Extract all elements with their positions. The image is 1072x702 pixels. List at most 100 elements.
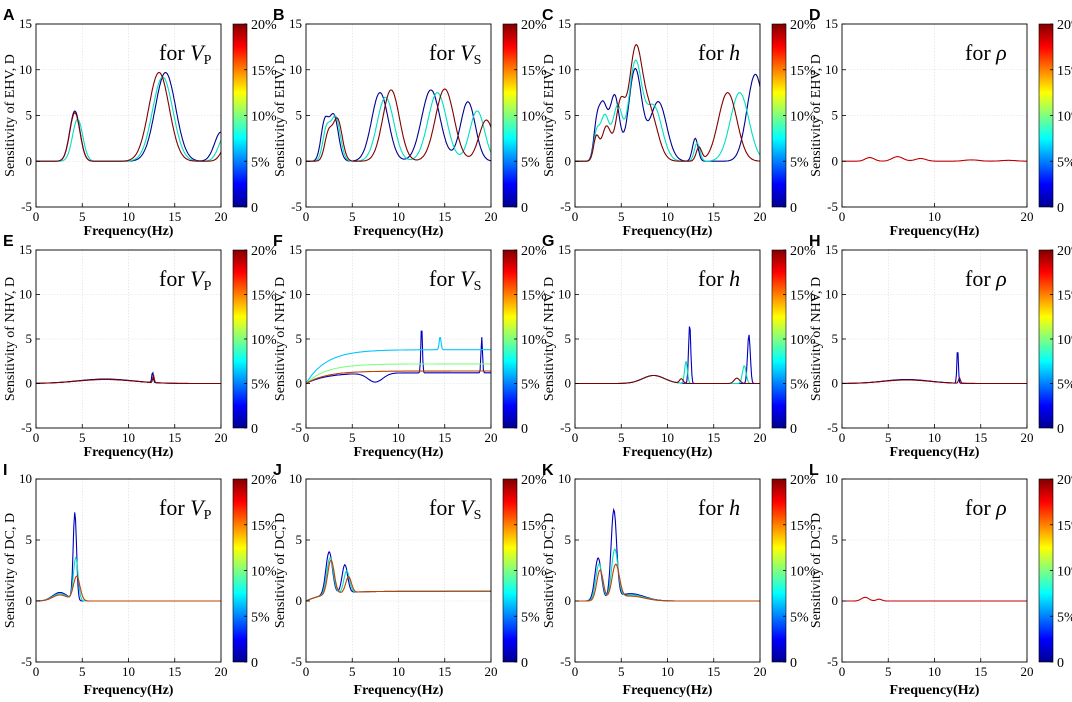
x-tick-label: 10 (661, 430, 674, 445)
y-tick-label: -5 (560, 199, 571, 214)
y-axis-label: Sensitivity of DC, D (273, 513, 288, 628)
y-tick-label: 5 (296, 532, 303, 547)
panel-annotation: for VS (429, 40, 481, 68)
y-tick-label: 10 (289, 287, 302, 302)
x-tick-label: 20 (754, 664, 767, 679)
panel-annotation: for VS (429, 495, 481, 523)
panel-annotation: for VP (159, 266, 212, 294)
series-group (842, 596, 1027, 602)
panel-annotation: for VS (429, 266, 481, 294)
x-tick-label: 0 (839, 664, 846, 679)
x-tick-label: 5 (885, 664, 892, 679)
y-tick-label: 0 (26, 593, 33, 608)
y-tick-label: 0 (296, 153, 303, 168)
series-group (575, 43, 760, 162)
x-tick-label: 20 (215, 209, 228, 224)
series-group (306, 551, 491, 602)
y-tick-label: -5 (21, 420, 32, 435)
colorbar-tick-label: 15% (251, 289, 277, 304)
y-tick-label: 5 (565, 532, 572, 547)
panel-H: 0 5 10 15 20-5051015Frequency(Hz)Sensitivity… (809, 233, 1072, 460)
x-tick-label: 20 (754, 209, 767, 224)
colorbar-tick-label: 10% (251, 110, 277, 125)
y-tick-label: 5 (565, 108, 572, 123)
y-tick-label: 0 (832, 376, 839, 391)
series-group (36, 512, 221, 602)
colorbar-tick-label: 0 (521, 201, 528, 216)
x-tick-label: 10 (122, 430, 135, 445)
x-tick-label: 15 (707, 664, 720, 679)
panel-E: 0 5 10 15 20-5051015Frequency(Hz)Sensitivity… (3, 233, 277, 460)
panel-annotation: for VP (159, 495, 212, 523)
colorbar-tick-label: 5% (251, 610, 270, 625)
colorbar-tick-label: 15% (1057, 519, 1072, 534)
panel-annotation: for h (698, 266, 740, 291)
y-axis-label: Sensitivity of NHV, D (809, 277, 824, 401)
colorbar-tick-label: 20% (790, 473, 816, 488)
x-tick-label: 10 (928, 664, 941, 679)
x-axis-label: Frequency(Hz) (84, 445, 174, 460)
y-tick-label: 5 (565, 331, 572, 346)
colorbar-tick-label: 20% (521, 244, 547, 259)
series-line-20% (36, 374, 221, 385)
panel-C: 0 5 10 15 20-5051015Frequency(Hz)Sensitivity… (542, 7, 816, 239)
colorbar-tick-label: 15% (790, 519, 816, 534)
series-line-20% (36, 71, 221, 162)
x-tick-label: 0 (303, 664, 310, 679)
x-tick-label: 5 (349, 209, 356, 224)
x-tick-label: 5 (79, 430, 86, 445)
colorbar-tick-label: 20% (251, 473, 277, 488)
y-tick-label: 5 (26, 108, 33, 123)
series-group (306, 330, 491, 384)
panel-B: 0 5 10 15 20-5051015Frequency(Hz)Sensitivity… (273, 7, 547, 239)
x-tick-label: 0 (303, 430, 310, 445)
x-tick-label: 0 (33, 209, 40, 224)
y-axis-label: Sensitivity of NHV, D (542, 277, 557, 401)
y-tick-label: 10 (558, 62, 571, 77)
panel-G: 0 5 10 15 20-5051015Frequency(Hz)Sensitivity… (542, 233, 816, 460)
x-tick-label: 20 (1021, 430, 1034, 445)
colorbar-tick-label: 5% (251, 155, 270, 170)
series-line-20% (36, 575, 221, 602)
y-tick-label: 0 (26, 153, 33, 168)
colorbar-tick-label: 5% (1057, 610, 1072, 625)
colorbar-tick-label: 0 (521, 422, 528, 437)
x-tick-label: 0 (839, 430, 846, 445)
panel-letter: L (809, 462, 819, 479)
colorbar-tick-label: 5% (521, 155, 540, 170)
x-tick-label: 10 (392, 664, 405, 679)
x-tick-label: 0 (303, 209, 310, 224)
x-tick-label: 20 (754, 430, 767, 445)
series-line-20% (306, 88, 491, 162)
y-tick-label: -5 (291, 199, 302, 214)
panel-annotation: for h (698, 40, 740, 65)
y-tick-label: 0 (565, 376, 572, 391)
y-tick-label: -5 (827, 654, 838, 669)
colorbar-tick-label: 20% (1057, 244, 1072, 259)
panel-letter: A (3, 7, 15, 24)
y-tick-label: 10 (825, 287, 838, 302)
x-tick-label: 15 (974, 430, 987, 445)
series-group (575, 507, 760, 602)
x-tick-label: 20 (485, 664, 498, 679)
panel-letter: E (3, 233, 14, 250)
x-axis-label: Frequency(Hz) (84, 683, 174, 698)
series-line-20% (842, 596, 1027, 602)
x-tick-label: 10 (122, 664, 135, 679)
x-tick-label: 0 (33, 430, 40, 445)
y-tick-label: -5 (827, 199, 838, 214)
colorbar-tick-label: 15% (521, 64, 547, 79)
colorbar-tick-label: 20% (521, 18, 547, 33)
series-line-0% (306, 89, 491, 162)
panel-letter: F (273, 233, 283, 250)
x-tick-label: 5 (618, 209, 625, 224)
x-tick-label: 15 (168, 209, 181, 224)
y-tick-label: 0 (26, 376, 33, 391)
colorbar-tick-label: 20% (521, 473, 547, 488)
x-tick-label: 15 (438, 209, 451, 224)
colorbar-tick-label: 0 (1057, 656, 1064, 671)
panel-annotation: for ρ (965, 266, 1007, 291)
x-tick-label: 5 (79, 664, 86, 679)
